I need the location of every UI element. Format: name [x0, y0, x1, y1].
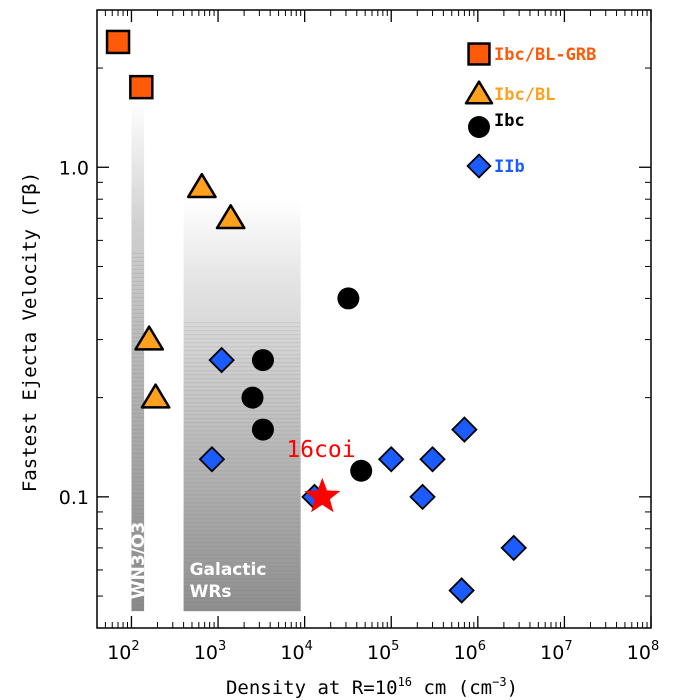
x-tick-label-2: 102 — [107, 639, 139, 664]
legend-label-iib: IIb — [494, 157, 525, 177]
x-axis-title-mid: cm (cm — [412, 677, 492, 699]
legend-label-ibc-bl-grb: Ibc/BL-GRB — [494, 45, 596, 65]
y-tick-label-0-1: 0.1 — [59, 487, 89, 509]
point-iib-9 — [448, 577, 475, 604]
band-label-galactic: Galactic — [190, 560, 267, 580]
point-iib-8 — [500, 534, 528, 562]
band-wn3-o3 — [131, 99, 145, 612]
point-iib-1 — [208, 346, 235, 374]
point-ibc-bl-grb-2 — [129, 74, 154, 100]
point-iib-7 — [451, 416, 478, 443]
axis-ticks: 102 103 104 105 106 107 108 0.1 1.0 — [59, 10, 659, 664]
point-ibc-1 — [337, 287, 360, 310]
x-tick-label-6: 106 — [454, 639, 486, 664]
x-tick-label-8: 108 — [627, 639, 659, 664]
point-ibc-bl-3 — [134, 325, 165, 351]
legend-label-ibc: Ibc — [494, 111, 525, 131]
point-iib-6 — [419, 446, 446, 473]
x-axis-title-end: ) — [507, 677, 518, 699]
point-ibc-3 — [241, 386, 264, 409]
plot-frame — [96, 9, 652, 629]
point-ibc-bl-2 — [215, 204, 246, 230]
band-label-wrs: WRs — [190, 582, 232, 602]
annotation-16coi: 16coi — [286, 437, 355, 463]
plot-border — [96, 9, 652, 629]
point-16coi-star — [304, 477, 341, 513]
legend: Ibc/BL-GRB Ibc/BL Ibc IIb — [464, 42, 596, 179]
x-tick-label-5: 105 — [367, 639, 399, 664]
point-ibc-5 — [350, 459, 373, 482]
legend-marker-ibc-bl — [464, 80, 494, 105]
legend-label-ibc-bl: Ibc/BL — [494, 85, 555, 105]
legend-marker-ibc-bl-grb — [467, 42, 491, 66]
y-axis-title: Fastest Ejecta Velocity (Γβ) — [19, 172, 41, 492]
x-axis-title: Density at R=1016 cm (cm−3) — [226, 675, 518, 699]
x-tick-label-3: 103 — [194, 639, 226, 664]
legend-marker-iib — [466, 153, 492, 179]
point-ibc-bl-1 — [186, 172, 217, 199]
point-iib-2 — [198, 446, 226, 473]
data-points: 16coi — [105, 29, 528, 604]
point-ibc-2 — [251, 349, 274, 372]
x-tick-label-4: 104 — [280, 639, 312, 664]
band-label-wn3-o3: WN3/O3 — [129, 522, 149, 599]
band-galactic-wrs — [183, 199, 301, 612]
y-tick-label-1-0: 1.0 — [59, 157, 89, 179]
x-axis-title-sup2: −3 — [492, 675, 506, 689]
legend-marker-ibc — [468, 116, 490, 138]
x-tick-label-7: 107 — [540, 639, 572, 664]
point-ibc-bl-grb-1 — [105, 29, 131, 55]
point-ibc-4 — [251, 418, 274, 441]
point-ibc-bl-4 — [140, 383, 171, 409]
x-axis-title-main: Density at R=10 — [226, 677, 398, 699]
x-axis-title-sup: 16 — [398, 675, 412, 689]
point-iib-5 — [409, 483, 436, 511]
point-iib-4 — [377, 446, 405, 473]
